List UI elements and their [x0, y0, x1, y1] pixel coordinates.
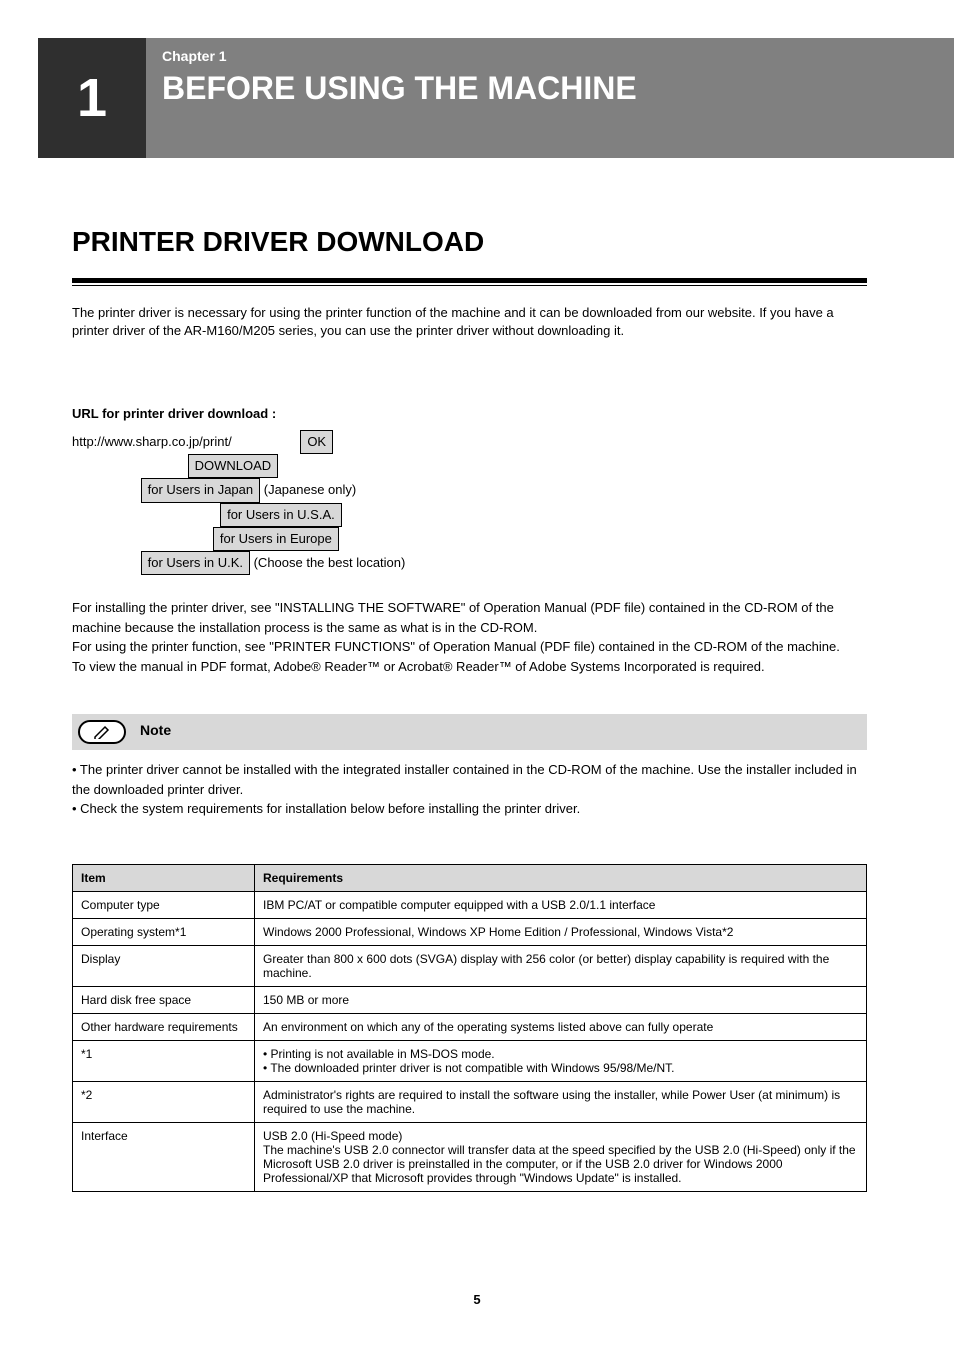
table-row: Operating system*1Windows 2000 Professio…: [73, 919, 867, 946]
nav-step-europe: for Users in Europe: [213, 527, 339, 551]
url-row: for Users in Japan (Japanese only): [72, 478, 867, 502]
paragraph: For using the printer function, see "PRI…: [72, 637, 867, 657]
paragraph: To view the manual in PDF format, Adobe®…: [72, 657, 867, 677]
page-number: 5: [0, 1292, 954, 1307]
table-row: DisplayGreater than 800 x 600 dots (SVGA…: [73, 946, 867, 987]
table-row: Other hardware requirementsAn environmen…: [73, 1014, 867, 1041]
intro-paragraph: The printer driver is necessary for usin…: [72, 304, 867, 340]
url-row: for Users in Europe: [72, 527, 867, 551]
url-row: http://www.sharp.co.jp/print/ OK: [72, 430, 867, 454]
note-bar: Note: [72, 714, 867, 750]
divider-thin: [72, 285, 867, 286]
nav-step-uk: for Users in U.K.: [141, 551, 250, 575]
table-row: InterfaceUSB 2.0 (Hi-Speed mode) The mac…: [73, 1123, 867, 1192]
url-row: for Users in U.K. (Choose the best locat…: [72, 551, 867, 575]
chapter-number: 1: [38, 38, 146, 158]
nav-step-usa: for Users in U.S.A.: [220, 503, 342, 527]
note-label: Note: [140, 722, 171, 738]
chapter-title: BEFORE USING THE MACHINE: [162, 70, 637, 107]
url-label: URL for printer driver download :: [72, 404, 867, 424]
post-url-paragraphs: For installing the printer driver, see "…: [72, 598, 867, 676]
section-title: PRINTER DRIVER DOWNLOAD: [72, 226, 484, 258]
download-url-block: URL for printer driver download : http:/…: [72, 404, 867, 575]
pencil-icon: [78, 720, 126, 744]
url-row: DOWNLOAD: [72, 454, 867, 478]
table-header: Item: [73, 865, 255, 892]
paragraph: For installing the printer driver, see "…: [72, 598, 867, 637]
note-text: • The printer driver cannot be installed…: [72, 760, 867, 819]
url-row: for Users in U.S.A.: [72, 503, 867, 527]
system-requirements-table: Item Requirements Computer typeIBM PC/AT…: [72, 864, 867, 1192]
note-item: • Check the system requirements for inst…: [72, 799, 867, 819]
nav-step-download: DOWNLOAD: [188, 454, 279, 478]
note-item: • The printer driver cannot be installed…: [72, 760, 867, 799]
divider-thick: [72, 278, 867, 283]
nav-step-japan: for Users in Japan: [141, 478, 261, 502]
chapter-number-box: 1: [38, 38, 146, 158]
table-header: Requirements: [255, 865, 867, 892]
table-header-row: Item Requirements: [73, 865, 867, 892]
chapter-label: Chapter 1: [162, 48, 227, 64]
table-row: Hard disk free space150 MB or more: [73, 987, 867, 1014]
table-row: *1• Printing is not available in MS-DOS …: [73, 1041, 867, 1082]
table-row: Computer typeIBM PC/AT or compatible com…: [73, 892, 867, 919]
nav-step-ok: OK: [300, 430, 333, 454]
table-row: *2Administrator's rights are required to…: [73, 1082, 867, 1123]
